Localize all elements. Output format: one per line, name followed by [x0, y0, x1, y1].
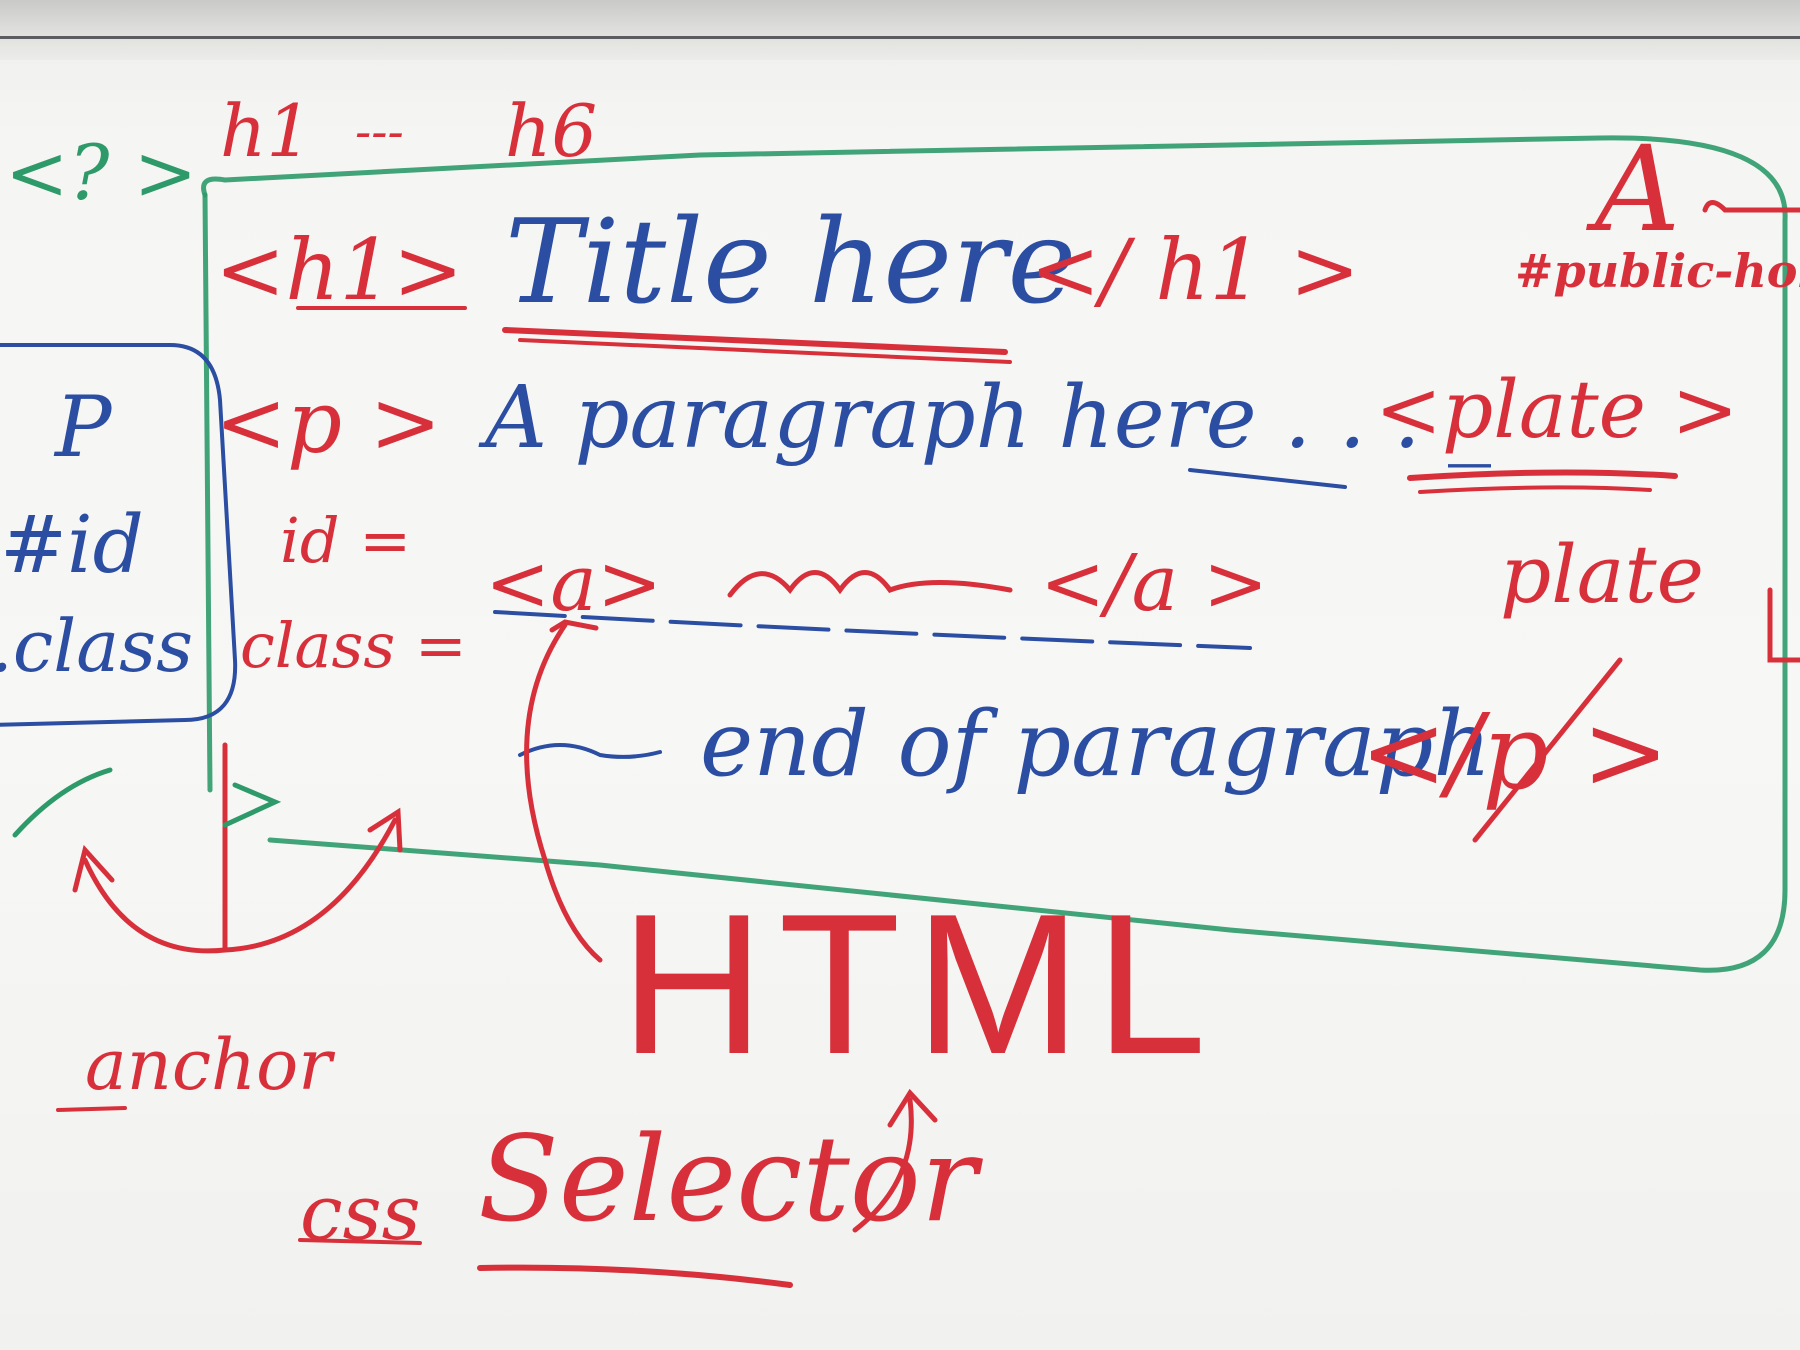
- p-close-tag: </p >: [1360, 691, 1669, 813]
- plate-text: plate: [1500, 528, 1704, 621]
- question-tag: <? >: [5, 128, 198, 217]
- selector-underline: [477, 1264, 793, 1288]
- plate-underline-2: [1418, 485, 1652, 494]
- green-outline-left: [202, 192, 213, 793]
- class-attribute: class =: [240, 609, 467, 682]
- big-a: A: [1595, 120, 1681, 258]
- selector-class: .class: [0, 604, 194, 688]
- selector-label: Selector: [478, 1110, 978, 1248]
- h1-close-tag: </ h1 >: [1030, 221, 1361, 319]
- paragraph-dash: [1188, 468, 1347, 489]
- selector-id: #id: [0, 498, 144, 591]
- anchor-right-fluke: [367, 807, 403, 853]
- anchor-squiggle: [727, 570, 1013, 598]
- title-underline: [502, 327, 1008, 355]
- end-leadin: [518, 743, 662, 759]
- a-underline: [1702, 200, 1800, 213]
- h1-open-tag: <h1>: [215, 221, 464, 319]
- right-edge-mark: [1767, 587, 1800, 663]
- anchor-green-arc: [12, 767, 113, 838]
- anchor-left-fluke: [72, 844, 115, 893]
- anchor-green-arrow: [222, 782, 282, 828]
- plate-underline: [1407, 469, 1678, 481]
- bracket-arrow: [524, 622, 603, 963]
- heading-range-dash: ---: [355, 104, 404, 160]
- end-of-paragraph-text: end of paragraph: [700, 692, 1492, 797]
- selector-box-border: [0, 343, 238, 727]
- p-open-tag: <p >: [215, 373, 442, 473]
- paragraph-text: A paragraph here . . . _: [485, 368, 1492, 468]
- bracket-arrowhead: [549, 619, 599, 633]
- heading-end: h6: [505, 89, 598, 173]
- anchor-label: anchor: [85, 1024, 332, 1106]
- selector-p: P: [55, 378, 112, 476]
- p-slash: [1472, 657, 1623, 843]
- anchor-curve: [82, 817, 398, 954]
- title-underline-2: [518, 338, 1012, 364]
- green-outline: [201, 135, 1788, 973]
- id-attribute: id =: [280, 504, 412, 577]
- whiteboard-frame: [0, 0, 1800, 60]
- big-html-title: HTML: [620, 873, 1221, 1096]
- html-up-arrow: [852, 1097, 914, 1233]
- plate-tag: <plate >: [1375, 363, 1739, 456]
- heading-start: h1: [220, 89, 313, 173]
- css-underline: [298, 1238, 422, 1245]
- a-open-tag: <a>: [485, 539, 663, 629]
- public-holiday-id: #public-holida: [1515, 244, 1800, 298]
- anchor-label-underline: [56, 1106, 127, 1112]
- a-close-tag: </a >: [1040, 539, 1269, 629]
- anchor-underline: [493, 610, 1252, 650]
- html-arrowhead: [887, 1088, 938, 1128]
- title-text: Title here: [505, 195, 1077, 330]
- css-label: css: [300, 1168, 421, 1257]
